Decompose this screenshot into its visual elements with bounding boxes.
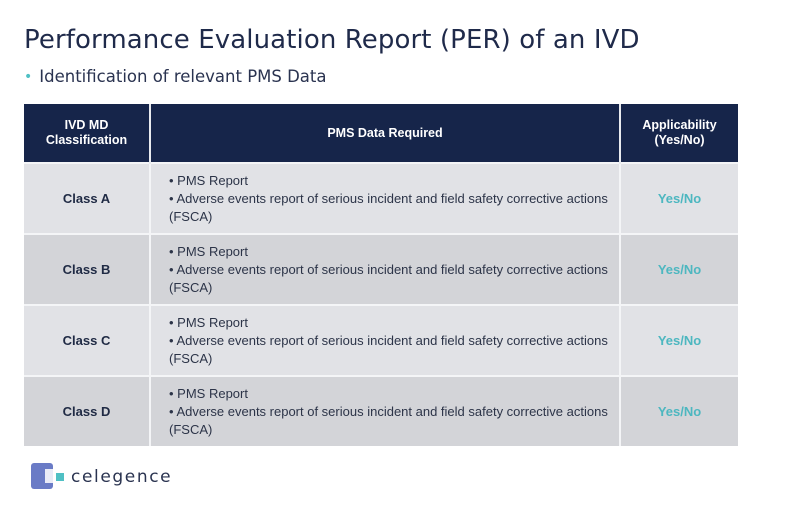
header-applicability-line1: Applicability: [642, 118, 717, 132]
pms-item: • Adverse events report of serious incid…: [169, 403, 608, 437]
pms-item: • PMS Report: [169, 385, 248, 401]
celegence-logo-icon: [31, 463, 67, 491]
pms-data-cell: • PMS Report • Adverse events report of …: [150, 162, 621, 234]
class-cell: Class C: [24, 304, 151, 376]
page-title: Performance Evaluation Report (PER) of a…: [24, 25, 640, 55]
applicability-cell: Yes/No: [620, 233, 738, 305]
pms-item: • Adverse events report of serious incid…: [169, 190, 608, 224]
pms-data-cell: • PMS Report • Adverse events report of …: [150, 233, 621, 305]
pms-item: • Adverse events report of serious incid…: [169, 332, 608, 366]
pms-item: • PMS Report: [169, 243, 248, 259]
pms-item: • PMS Report: [169, 314, 248, 330]
pms-data-cell: • PMS Report • Adverse events report of …: [150, 304, 621, 376]
applicability-cell: Yes/No: [620, 375, 738, 446]
header-pms-data: PMS Data Required: [150, 104, 621, 163]
pms-data-table: IVD MD Classification PMS Data Required …: [24, 104, 738, 446]
header-applicability-line2: (Yes/No): [654, 133, 705, 147]
class-cell: Class A: [24, 162, 151, 234]
table-row: Class C • PMS Report • Adverse events re…: [24, 304, 738, 376]
applicability-cell: Yes/No: [620, 162, 738, 234]
header-classification: IVD MD Classification: [24, 104, 151, 163]
table-row: Class A • PMS Report • Adverse events re…: [24, 162, 738, 234]
applicability-cell: Yes/No: [620, 304, 738, 376]
logo-text: celegence: [71, 467, 173, 487]
subtitle: • Identification of relevant PMS Data: [24, 67, 327, 86]
table-header-row: IVD MD Classification PMS Data Required …: [24, 104, 738, 163]
table-row: Class B • PMS Report • Adverse events re…: [24, 233, 738, 305]
class-cell: Class B: [24, 233, 151, 305]
bullet-icon: •: [24, 68, 33, 85]
pms-data-cell: • PMS Report • Adverse events report of …: [150, 375, 621, 446]
pms-item: • PMS Report: [169, 172, 248, 188]
subtitle-text: Identification of relevant PMS Data: [39, 67, 327, 86]
celegence-logo: celegence: [31, 463, 172, 491]
table-row: Class D • PMS Report • Adverse events re…: [24, 375, 738, 446]
class-cell: Class D: [24, 375, 151, 446]
pms-item: • Adverse events report of serious incid…: [169, 261, 608, 295]
header-applicability: Applicability (Yes/No): [620, 104, 738, 163]
